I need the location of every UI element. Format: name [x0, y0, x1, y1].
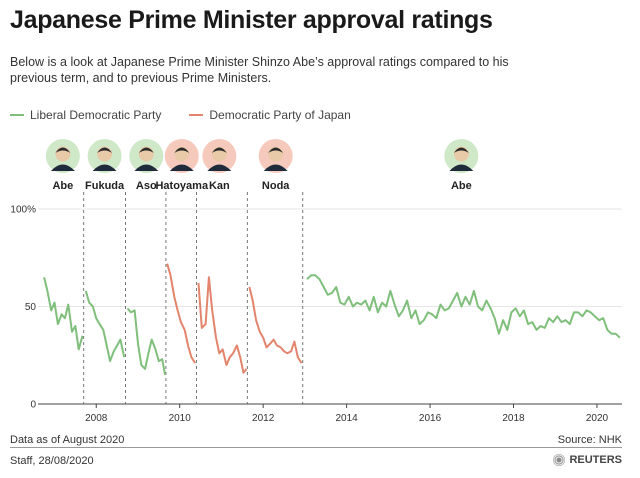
series-line-noda	[248, 286, 303, 364]
pm-label-abe: Abe	[52, 180, 73, 192]
legend-item-ldp: Liberal Democratic Party	[10, 108, 161, 122]
pm-label-aso: Aso	[136, 180, 157, 192]
series-line-fukuda	[84, 290, 126, 363]
portrait-icon	[449, 146, 474, 171]
data-note: Data as of August 2020	[10, 434, 125, 446]
chart-subtitle: Below is a look at Japanese Prime Minist…	[10, 55, 509, 85]
footer-divider	[10, 447, 622, 448]
portrait-icon	[263, 146, 288, 171]
y-tick-label: 50	[25, 302, 37, 313]
series-line-aso	[126, 307, 167, 375]
credit-note: Staff, 28/08/2020	[10, 455, 94, 467]
approval-line-chart: 0 50 100% 2008 2010 2012 2014 2016 2018 2020 Abe Fu…	[10, 139, 622, 424]
series-line-kan	[197, 276, 248, 374]
portrait-icon	[169, 146, 194, 171]
pm-label-abe: Abe	[451, 180, 472, 192]
reuters-logo: REUTERS	[553, 454, 622, 466]
x-tick-label: 2020	[586, 413, 609, 424]
legend-item-dpj: Democratic Party of Japan	[189, 108, 351, 122]
portrait-icon	[50, 146, 75, 171]
y-tick-label: 0	[30, 400, 36, 411]
reuters-logo-text: REUTERS	[569, 454, 622, 466]
legend-label-dpj: Democratic Party of Japan	[209, 108, 351, 122]
page-title: Japanese Prime Minister approval ratings	[10, 6, 493, 34]
pm-label-kan: Kan	[209, 180, 230, 192]
pm-label-fukuda: Fukuda	[85, 180, 125, 192]
series-line-hatoyama	[166, 263, 196, 364]
pm-label-hatoyama: Hatoyama	[155, 180, 208, 192]
x-tick-label: 2010	[169, 413, 192, 424]
portrait-icon	[134, 146, 159, 171]
legend-swatch-ldp	[10, 114, 24, 116]
x-tick-label: 2008	[85, 413, 108, 424]
x-tick-label: 2014	[335, 413, 358, 424]
y-tick-label: 100%	[10, 205, 36, 216]
pm-label-noda: Noda	[262, 180, 290, 192]
legend-swatch-dpj	[189, 114, 204, 116]
series-line-abe	[43, 277, 84, 351]
x-tick-label: 2018	[502, 413, 525, 424]
x-tick-label: 2012	[252, 413, 275, 424]
source-note: Source: NHK	[557, 434, 622, 446]
legend-label-ldp: Liberal Democratic Party	[30, 108, 162, 122]
legend: Liberal Democratic Party Democratic Part…	[10, 108, 351, 122]
portrait-icon	[207, 146, 232, 171]
reuters-logo-icon	[553, 454, 566, 466]
series-line-abe	[306, 274, 621, 339]
portrait-icon	[92, 146, 117, 171]
x-tick-label: 2016	[419, 413, 442, 424]
